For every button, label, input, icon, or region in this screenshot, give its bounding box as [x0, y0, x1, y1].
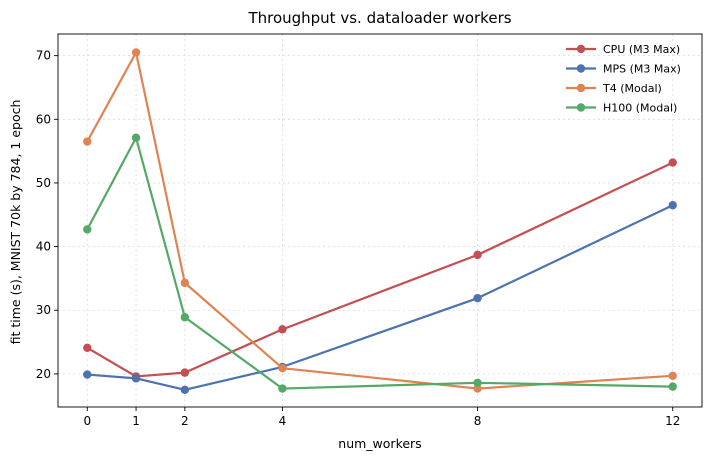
data-point-h100-modal: [83, 225, 92, 234]
x-tick-label: 8: [474, 414, 482, 428]
data-point-mps-m3-max: [668, 201, 677, 210]
legend-label: H100 (Modal): [603, 102, 677, 115]
x-tick-label: 4: [279, 414, 287, 428]
data-point-h100-modal: [668, 382, 677, 391]
plot-frame: [57, 33, 703, 408]
series-line-cpu-m3-max: [86, 161, 674, 378]
legend-item-mps-m3-max: MPS (M3 Max): [566, 63, 681, 76]
series-line-mps-m3-max: [87, 204, 674, 391]
data-point-cpu-m3-max: [473, 250, 482, 260]
data-point-t4-modal: [278, 363, 287, 373]
data-point-t4-modal: [131, 48, 141, 57]
x-axis-ticks: 0 1 2 4 8 12: [83, 407, 680, 428]
data-point-t4-modal: [668, 371, 677, 381]
data-point-cpu-m3-max: [83, 343, 92, 353]
chart-title: Throughput vs. dataloader workers: [247, 9, 511, 27]
data-point-t4-modal: [180, 278, 190, 288]
legend-swatch-marker: [576, 44, 586, 54]
y-axis-ticks: 20 30 40 50 60 70: [36, 49, 58, 381]
data-point-h100-modal: [278, 384, 287, 393]
legend-swatch-marker: [576, 103, 586, 112]
data-point-t4-modal: [83, 137, 92, 146]
y-tick-label: 50: [36, 176, 51, 190]
y-tick-label: 20: [36, 367, 51, 381]
legend-label: CPU (M3 Max): [603, 43, 680, 56]
x-tick-label: 12: [665, 414, 680, 428]
data-point-h100-modal: [473, 378, 482, 388]
data-point-cpu-m3-max: [180, 368, 190, 377]
data-point-mps-m3-max: [131, 374, 141, 383]
data-point-cpu-m3-max: [668, 158, 677, 167]
series-line-h100-modal: [86, 136, 673, 390]
legend-item-h100-modal: H100 (Modal): [566, 102, 677, 115]
data-point-mps-m3-max: [83, 370, 92, 379]
data-point-cpu-m3-max: [278, 325, 287, 334]
data-point-mps-m3-max: [473, 293, 482, 303]
series-layer: [83, 48, 677, 395]
legend: CPU (M3 Max) MPS (M3 Max) T4 (Modal) H100 (…: [566, 43, 681, 115]
legend-label: T4 (Modal): [602, 82, 662, 95]
legend-item-t4-modal: T4 (Modal): [566, 82, 662, 95]
data-point-h100-modal: [180, 313, 190, 322]
x-tick-label: 0: [83, 414, 91, 428]
x-axis-label: num_workers: [338, 436, 421, 451]
y-tick-label: 70: [36, 49, 51, 63]
x-tick-label: 2: [181, 414, 189, 428]
y-axis-label: fit time (s), MNIST 70k by 784, 1 epoch: [8, 100, 23, 345]
series-line-t4-modal: [86, 51, 673, 390]
x-tick-label: 1: [132, 414, 140, 428]
data-point-h100-modal: [131, 133, 141, 142]
series-h100-modal: [83, 133, 677, 393]
y-tick-label: 30: [36, 303, 51, 317]
legend-swatch-marker: [576, 83, 586, 93]
data-point-mps-m3-max: [180, 385, 190, 395]
y-tick-label: 40: [36, 240, 51, 254]
legend-label: MPS (M3 Max): [603, 63, 681, 76]
legend-swatch-marker: [576, 64, 586, 73]
legend-item-cpu-m3-max: CPU (M3 Max): [566, 43, 680, 56]
grid-lines: [58, 34, 702, 407]
y-tick-label: 60: [36, 112, 51, 126]
